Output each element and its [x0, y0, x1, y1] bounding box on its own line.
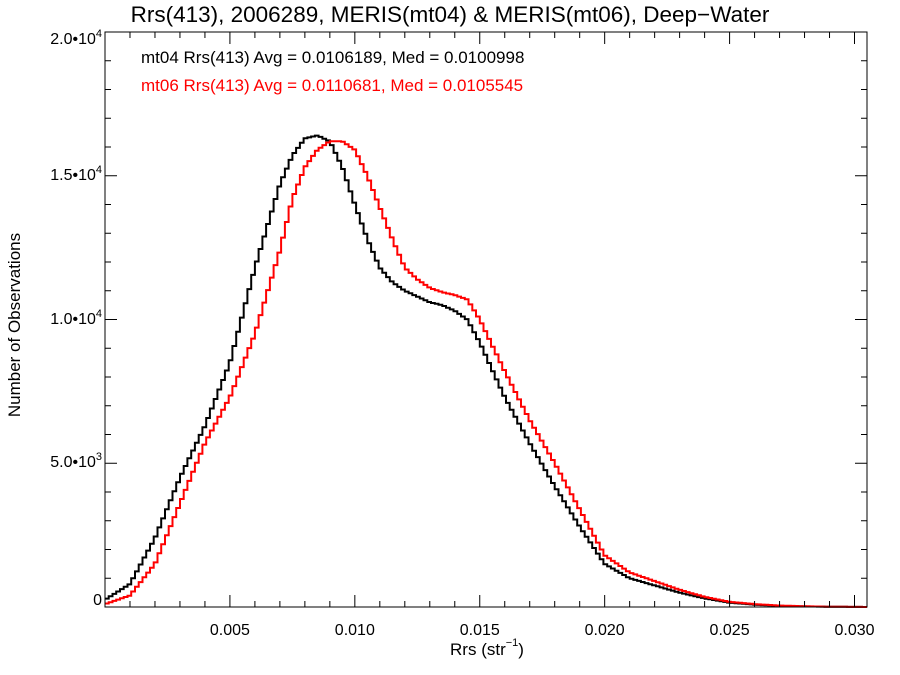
legend-entry-mt04: mt04 Rrs(413) Avg = 0.0106189, Med = 0.0… — [141, 48, 525, 67]
plot-frame — [104, 31, 868, 608]
y-tick-exponent: 3 — [95, 451, 102, 464]
y-tick-mantissa: 1.0•10 — [50, 310, 96, 328]
y-tick-mantissa: 0 — [93, 592, 102, 609]
y-tick-label: 1.5•104 — [50, 163, 102, 185]
y-tick-mantissa: 2.0•10 — [50, 31, 96, 48]
x-tick-label: 0.015 — [459, 622, 500, 639]
x-tick-label: 0.010 — [334, 622, 375, 639]
y-axis-title: Number of Observations — [5, 232, 24, 418]
legend-entry-mt06: mt06 Rrs(413) Avg = 0.0110681, Med = 0.0… — [141, 76, 524, 95]
y-tick-mantissa: 1.5•10 — [50, 166, 96, 184]
y-tick-label: 2.0•104 — [50, 28, 102, 49]
x-tick-label: 0.005 — [209, 622, 250, 639]
y-tick-exponent: 4 — [95, 163, 102, 176]
x-axis-title-exponent: −1 — [505, 637, 519, 649]
y-tick-mantissa: 5.0•10 — [50, 454, 96, 472]
chart-title: Rrs(413), 2006289, MERIS(mt04) & MERIS(m… — [130, 2, 770, 27]
x-axis-title-close: ) — [518, 640, 524, 659]
y-tick-label: 1.0•104 — [50, 307, 102, 329]
x-tick-label: 0.025 — [709, 622, 750, 639]
x-tick-label: 0.020 — [584, 622, 625, 639]
y-tick-label: 5.0•103 — [50, 451, 102, 472]
y-tick-exponent: 4 — [95, 307, 102, 320]
series-line-mt06 — [105, 140, 867, 608]
x-tick-label: 0.030 — [834, 622, 875, 639]
x-axis-title-text: Rrs (str — [450, 640, 506, 659]
series-line-mt04 — [105, 134, 867, 608]
y-tick-exponent: 4 — [95, 28, 102, 40]
x-axis-title: Rrs (str−1) — [450, 637, 524, 660]
y-tick-label: 0 — [93, 592, 102, 610]
series-layer — [105, 134, 867, 608]
tick-layer — [105, 31, 867, 608]
